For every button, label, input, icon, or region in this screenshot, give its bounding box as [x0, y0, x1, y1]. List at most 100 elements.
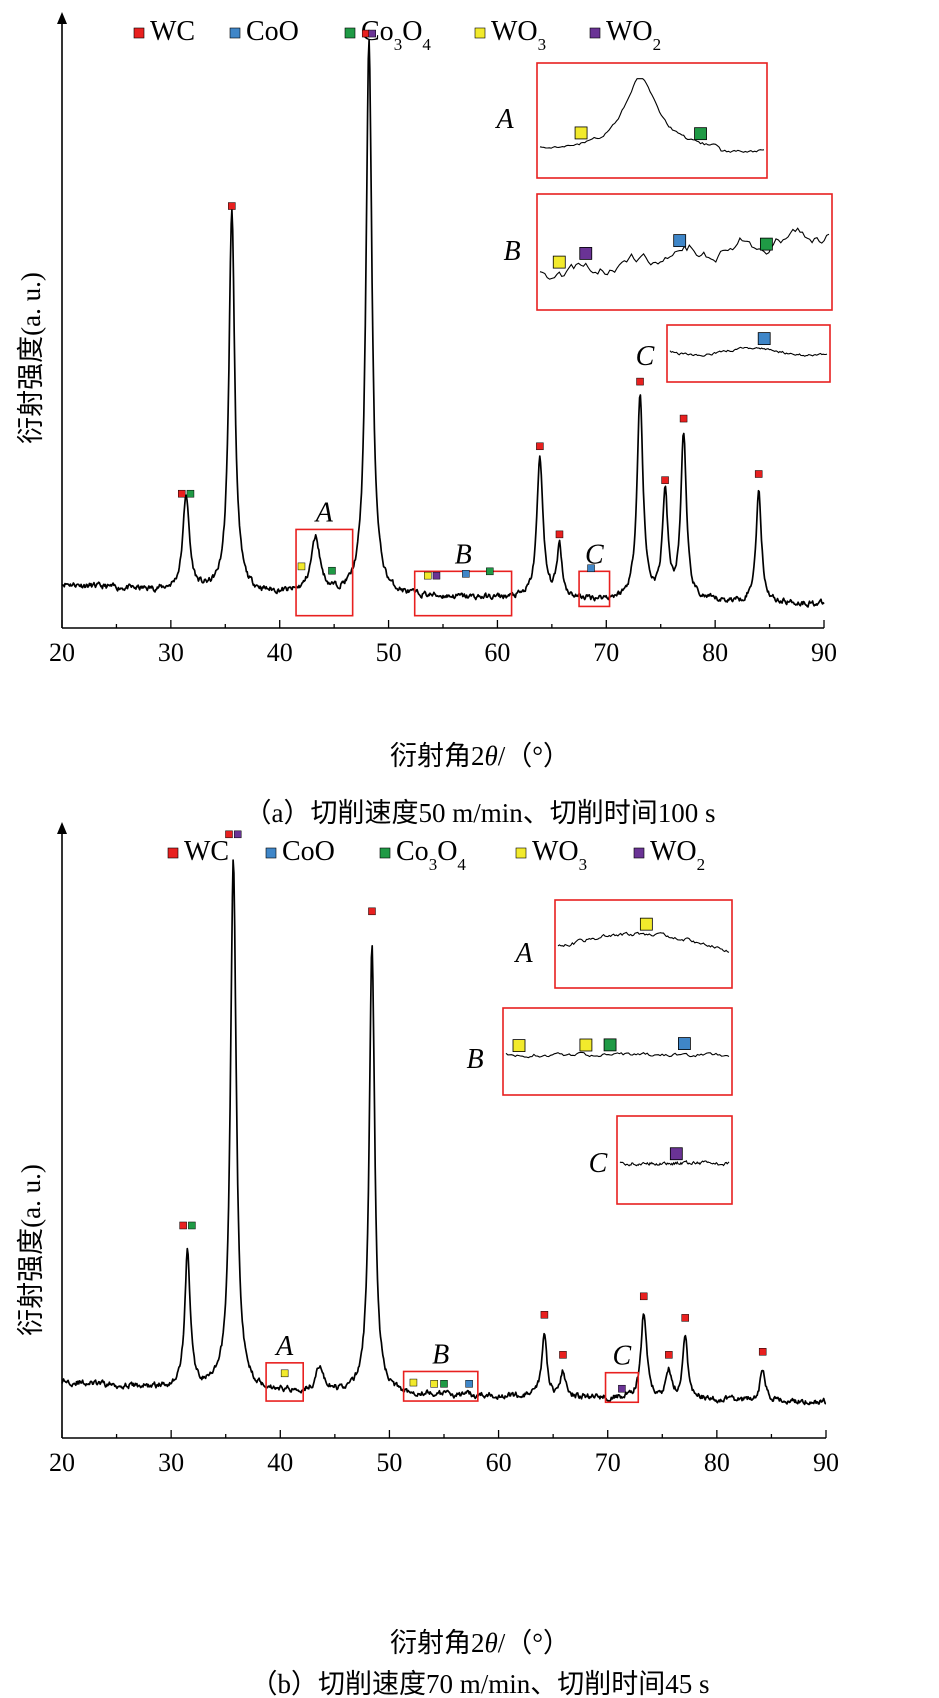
inset-b: B — [466, 1007, 733, 1096]
phase-markers — [177, 29, 763, 580]
x-tick-label: 50 — [376, 638, 402, 667]
region-label-c: C — [613, 1341, 632, 1372]
phase-marker-wo2 — [432, 571, 441, 580]
legend-label-wo3: WO3 — [491, 16, 546, 54]
legend-swatch-wo3 — [474, 27, 486, 39]
region-label-b: B — [432, 1339, 449, 1370]
inset-frame — [536, 62, 768, 179]
phase-marker-wc — [639, 1292, 648, 1301]
phase-marker-wc — [661, 476, 669, 484]
phase-marker-wo2 — [618, 1384, 626, 1393]
x-tick-label: 30 — [158, 638, 184, 667]
inset-marker-wo3 — [552, 255, 566, 269]
inset-a: A — [494, 62, 768, 179]
axes: 20 30 40 50 60 70 80 90 — [49, 822, 839, 1477]
axes: 20 30 40 50 60 70 80 90 — [49, 12, 837, 667]
phase-marker-wo2 — [368, 29, 376, 38]
inset-marker-coo — [673, 234, 687, 248]
y-axis-label: 衍射强度(a. u.) — [16, 1164, 46, 1336]
region-label-a: A — [314, 497, 334, 528]
x-tick-label: 90 — [813, 1448, 839, 1477]
phase-marker-co3o4 — [186, 489, 195, 498]
phase-markers — [179, 830, 767, 1393]
x-tick-label: 40 — [267, 1448, 293, 1477]
x-tick-label: 80 — [702, 638, 728, 667]
phase-marker-wc — [177, 489, 186, 498]
x-axis-label: 衍射角2θ/（°） — [390, 1628, 570, 1658]
legend: WC CoO Co3O4 WO3 WO2 — [133, 16, 661, 54]
inset-frame — [666, 324, 831, 383]
phase-marker-wo2 — [233, 830, 242, 839]
x-tick-label: 20 — [49, 1448, 75, 1477]
x-tick-label: 60 — [486, 1448, 512, 1477]
legend-swatch-coo — [265, 847, 277, 859]
panel-caption: （a）切削速度50 m/min、切削时间100 s — [245, 798, 716, 828]
legend-label-wo2: WO2 — [650, 836, 705, 874]
inset-label: C — [589, 1148, 608, 1179]
x-tick-label: 90 — [811, 638, 837, 667]
inset-label: B — [466, 1044, 483, 1075]
legend: WC CoO Co3O4 WO3 WO2 — [167, 836, 705, 874]
phase-marker-wc — [368, 907, 376, 916]
legend-swatch-co3o4 — [379, 847, 391, 859]
inset-marker-co3o4 — [603, 1038, 617, 1052]
legend-swatch-wo2 — [589, 27, 601, 39]
phase-marker-wc — [559, 1351, 567, 1359]
inset-frame — [502, 1007, 733, 1096]
xrd-pattern-curve — [61, 39, 825, 608]
phase-marker-wo3 — [297, 562, 306, 571]
y-axis-arrow — [57, 12, 67, 24]
legend-swatch-wc — [167, 847, 179, 859]
inset-marker-co3o4 — [759, 237, 773, 251]
region-box-b — [402, 1370, 479, 1402]
legend-label-coo: CoO — [282, 836, 335, 867]
y-axis-label: 衍射强度(a. u.) — [16, 272, 46, 444]
legend-label-wo3: WO3 — [532, 836, 587, 874]
phase-marker-wo3 — [280, 1369, 289, 1378]
legend-swatch-wo2 — [633, 847, 645, 859]
x-tick-label: 70 — [595, 1448, 621, 1477]
legend-label-coo: CoO — [246, 16, 299, 47]
inset-label: A — [494, 104, 514, 135]
phase-marker-coo — [587, 564, 595, 572]
inset-curve — [619, 1159, 730, 1167]
x-tick-label: 80 — [704, 1448, 730, 1477]
phase-marker-co3o4 — [188, 1221, 196, 1230]
inset-label: C — [636, 341, 655, 372]
inset-frame — [554, 899, 733, 989]
phase-marker-wc — [179, 1221, 187, 1230]
inset-marker-coo — [757, 332, 771, 346]
inset-marker-wo2 — [579, 247, 593, 260]
legend-label-co3o4: Co3O4 — [396, 836, 466, 874]
zoom-insets: A B C — [494, 62, 833, 383]
inset-a: A — [513, 899, 733, 989]
region-box-a — [295, 528, 354, 617]
phase-marker-wc — [555, 530, 564, 539]
inset-marker-wo3 — [639, 917, 653, 931]
highlight-regions: A B C — [295, 497, 611, 617]
phase-marker-wc — [540, 1311, 549, 1319]
inset-curve — [539, 78, 765, 153]
phase-marker-coo — [462, 570, 470, 578]
phase-marker-wc — [228, 202, 236, 210]
legend-label-wc: WC — [184, 836, 229, 867]
inset-c: C — [636, 324, 831, 383]
region-box-c — [604, 1371, 640, 1404]
inset-marker-wo2 — [669, 1147, 683, 1161]
phase-marker-wc — [681, 1314, 689, 1322]
inset-marker-co3o4 — [694, 127, 707, 141]
legend-swatch-coo — [229, 27, 241, 39]
phase-marker-wc — [754, 470, 763, 478]
panel-b: WC CoO Co3O4 WO3 WO2 20 30 40 50 60 70 80 90 A B C A B… — [16, 822, 839, 1698]
inset-marker-wo3 — [574, 126, 588, 140]
region-label-b: B — [455, 539, 472, 570]
phase-marker-wc — [361, 29, 370, 38]
phase-marker-wc — [679, 414, 688, 423]
legend-label-wc: WC — [150, 16, 195, 47]
phase-marker-wc — [665, 1351, 673, 1359]
phase-marker-wo3 — [409, 1378, 418, 1387]
x-tick-label: 70 — [593, 638, 619, 667]
inset-curve — [669, 346, 828, 357]
xrd-pattern-curve — [61, 859, 827, 1406]
